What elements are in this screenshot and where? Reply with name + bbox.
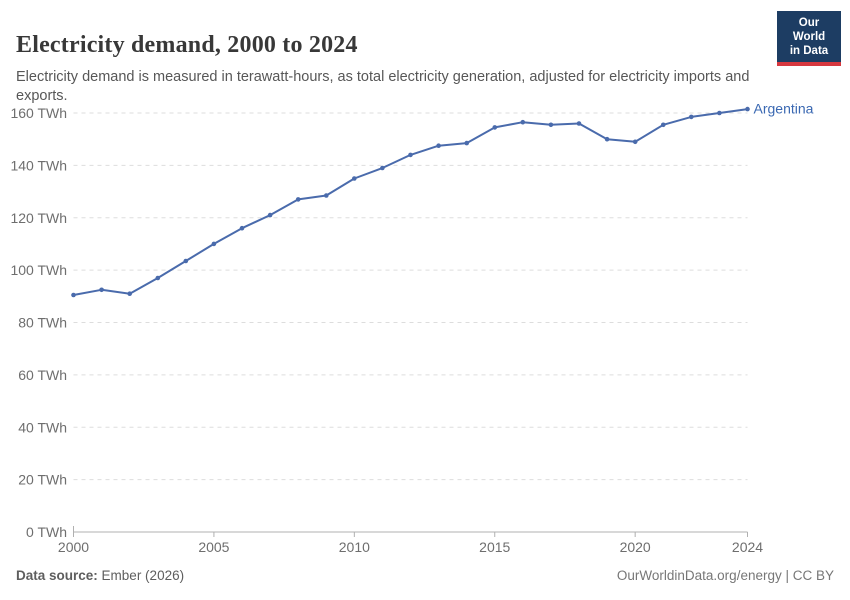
data-point-2011[interactable]: [380, 165, 385, 171]
y-tick-label-40: 40 TWh: [18, 419, 67, 435]
data-point-2010[interactable]: [352, 176, 357, 181]
y-tick-label-80: 80 TWh: [18, 315, 67, 331]
owid-logo-line1: Our World: [792, 17, 826, 44]
data-point-2012[interactable]: [408, 152, 413, 158]
data-point-2004[interactable]: [183, 258, 189, 264]
data-point-2016[interactable]: [520, 119, 526, 125]
data-point-2021[interactable]: [661, 122, 666, 128]
series-line-argentina[interactable]: [72, 108, 749, 296]
x-tick-label-2005: 2005: [198, 539, 229, 555]
x-tick-label-2024: 2024: [732, 539, 763, 555]
y-tick-label-60: 60 TWh: [18, 367, 67, 383]
x-tick-label-2020: 2020: [620, 539, 651, 555]
data-point-2014[interactable]: [464, 140, 470, 146]
data-point-2024[interactable]: [745, 106, 750, 112]
data-point-2000[interactable]: [71, 292, 76, 298]
chart-footer: Data source: Ember (2026) OurWorldinData…: [16, 568, 834, 583]
data-point-2005[interactable]: [211, 241, 217, 247]
data-point-2023[interactable]: [717, 110, 722, 116]
data-point-2019[interactable]: [604, 136, 610, 142]
data-point-2009[interactable]: [324, 193, 329, 198]
owid-logo-line2: in Data: [789, 45, 829, 58]
y-tick-label-120: 120 TWh: [10, 210, 67, 226]
data-source-note: Data source: Ember (2026): [16, 568, 184, 583]
data-point-2001[interactable]: [99, 287, 104, 293]
data-point-2017[interactable]: [548, 122, 554, 128]
y-tick-label-20: 20 TWh: [18, 472, 67, 488]
y-tick-label-0: 0 TWh: [26, 524, 67, 540]
x-tick-label-2015: 2015: [479, 539, 510, 555]
data-point-2022[interactable]: [689, 114, 694, 120]
data-point-2018[interactable]: [576, 121, 582, 126]
y-tick-label-140: 140 TWh: [10, 157, 67, 173]
chart-subtitle: Electricity demand is measured in terawa…: [16, 68, 750, 104]
owid-logo[interactable]: Our World in Data: [777, 11, 841, 67]
data-source-value: Ember (2026): [101, 568, 185, 583]
data-point-2007[interactable]: [267, 212, 273, 218]
data-point-2003[interactable]: [155, 275, 161, 281]
data-point-2015[interactable]: [492, 125, 498, 130]
y-tick-label-160: 160 TWh: [10, 105, 67, 121]
data-point-2013[interactable]: [436, 143, 441, 148]
data-source-label: Data source:: [16, 568, 98, 583]
x-tick-label-2000: 2000: [58, 539, 89, 555]
x-tick-label-2010: 2010: [339, 539, 370, 555]
credit-link[interactable]: OurWorldinData.org/energy | CC BY: [616, 568, 834, 583]
data-point-2002[interactable]: [127, 291, 132, 297]
data-point-2008[interactable]: [295, 197, 301, 202]
chart-title: Electricity demand, 2000 to 2024: [16, 32, 358, 59]
data-point-2020[interactable]: [632, 139, 638, 145]
entity-label-argentina[interactable]: Argentina: [754, 101, 814, 117]
data-point-2006[interactable]: [239, 225, 245, 231]
y-tick-label-100: 100 TWh: [10, 262, 67, 278]
